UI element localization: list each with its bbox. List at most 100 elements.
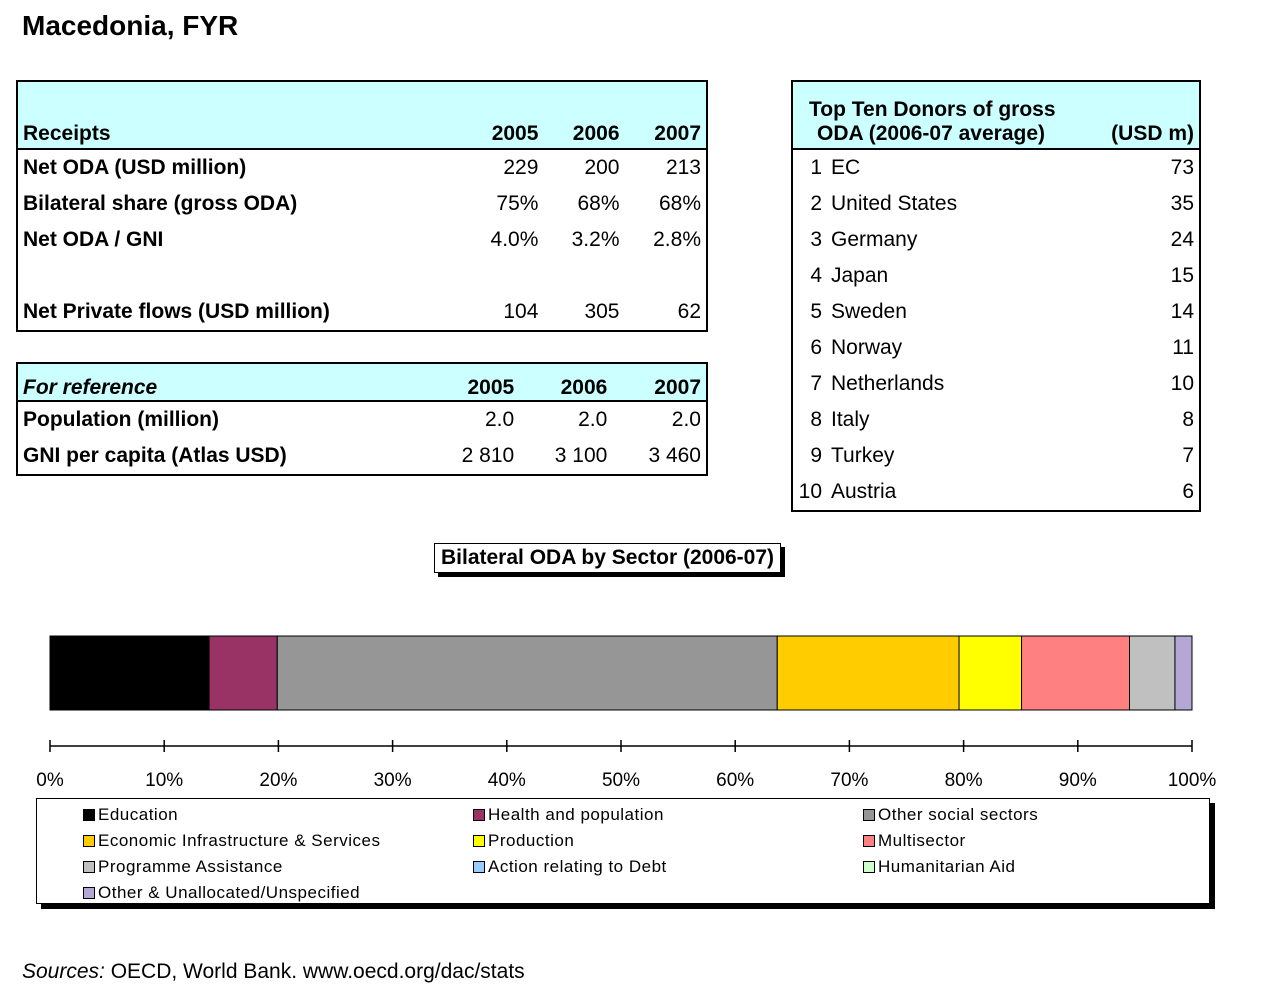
reference-header-label: For reference [17, 363, 427, 401]
donor-name: Japan [831, 264, 889, 287]
donors-header-line2: ODA (2006-07 average) [817, 122, 1046, 145]
reference-row: GNI per capita (Atlas USD) 2 810 3 100 3… [17, 438, 707, 475]
legend-swatch [83, 834, 95, 847]
x-axis-tick-label: 60% [716, 770, 754, 791]
x-axis-tick-label: 0% [36, 770, 64, 791]
receipts-row-label: Net ODA (USD million) [23, 156, 247, 179]
sources-note: Sources: OECD, World Bank. www.oecd.org/… [22, 960, 525, 984]
legend-swatch [83, 860, 95, 873]
reference-cell: 2.0 [671, 408, 701, 431]
x-axis-tick-label: 50% [602, 770, 640, 791]
donor-row: 4 Japan 15 [792, 258, 1200, 294]
page-title: Macedonia, FYR [22, 10, 239, 41]
donor-value: 24 [1170, 228, 1194, 251]
x-axis-tick-label: 70% [830, 770, 868, 791]
receipts-row: Net Private flows (USD million) 104 305 … [17, 294, 707, 331]
donor-rank: 6 [810, 336, 822, 359]
legend-label: Action relating to Debt [488, 857, 667, 876]
legend-swatch [863, 834, 875, 847]
legend-swatch [83, 886, 95, 899]
legend-item: Multisector [863, 829, 1253, 852]
x-axis-tick-label: 20% [259, 770, 297, 791]
bar-segment-economic-infrastructure-services [776, 635, 960, 711]
donor-rank: 9 [810, 444, 822, 467]
donor-value: 7 [1182, 444, 1194, 467]
legend-label: Health and population [488, 805, 664, 824]
donor-value: 8 [1182, 408, 1194, 431]
donor-row: 3 Germany 24 [792, 222, 1200, 258]
x-axis-tick-label: 80% [945, 770, 983, 791]
bar-segment-education [49, 635, 210, 711]
donor-name: Norway [831, 336, 903, 359]
receipts-header-2006: 2006 [543, 81, 625, 149]
bar-segment-other-social-sectors [276, 635, 778, 711]
donor-name: Austria [831, 480, 897, 503]
stacked-bar-chart: 0% 10% 20% 30% 40% 50% 60% 70% 80% 90% 100% [36, 635, 1216, 791]
bar-segment-production [958, 635, 1023, 711]
receipts-row: Bilateral share (gross ODA) 75% 68% 68% [17, 186, 707, 222]
receipts-row-label: Net Private flows (USD million) [23, 300, 330, 323]
legend-swatch [863, 860, 875, 873]
receipts-header-2005: 2005 [462, 81, 544, 149]
bar-segment-other-unallocated-unspecified [1174, 635, 1193, 711]
reference-row-label: Population (million) [23, 408, 219, 431]
donor-rank: 1 [810, 156, 822, 179]
donor-row: 7 Netherlands 10 [792, 366, 1200, 402]
donor-value: 11 [1172, 336, 1194, 359]
receipts-cell: 3.2% [571, 228, 620, 251]
donor-row: 8 Italy 8 [792, 402, 1200, 438]
donors-header-row: Top Ten Donors of gross ODA (2006-07 ave… [792, 81, 1200, 149]
bar-segment-programme-assistance [1129, 635, 1176, 711]
bar-segment-health-and-population [208, 635, 278, 711]
donor-rank: 2 [810, 192, 822, 215]
chart-legend: Education Health and population Other soci… [36, 798, 1210, 904]
legend-label: Other social sectors [878, 805, 1039, 824]
legend-label: Programme Assistance [98, 857, 283, 876]
donor-value: 35 [1170, 192, 1194, 215]
reference-cell: 2.0 [484, 408, 515, 431]
donor-name: Sweden [831, 300, 907, 323]
reference-cell: 2.0 [578, 408, 608, 431]
legend-label: Production [488, 831, 575, 850]
x-axis-tick-label: 10% [145, 770, 183, 791]
donor-value: 73 [1170, 156, 1194, 179]
donor-rank: 10 [798, 480, 822, 503]
receipts-cell: 305 [584, 300, 620, 323]
x-axis-tick-label: 90% [1059, 770, 1097, 791]
bar-segment-multisector [1021, 635, 1131, 711]
receipts-header-2007: 2007 [624, 81, 707, 149]
receipts-row-label [17, 258, 462, 294]
bar-frame [49, 635, 1193, 711]
receipts-cell [625, 258, 708, 294]
legend-item: Other & Unallocated/Unspecified [83, 881, 473, 904]
legend-swatch [473, 834, 485, 847]
donors-header-unit: (USD m) [1093, 81, 1200, 149]
reference-cell: 3 100 [554, 444, 608, 467]
receipts-header-label: Receipts [17, 81, 463, 149]
reference-table: For reference 2005 2006 2007 Population … [16, 362, 708, 476]
receipts-cell [462, 258, 543, 294]
legend-item: Production [473, 829, 863, 852]
donor-name: EC [831, 156, 861, 179]
legend-label: Economic Infrastructure & Services [98, 831, 381, 850]
receipts-cell: 229 [503, 156, 539, 179]
legend-label: Other & Unallocated/Unspecified [98, 883, 361, 902]
reference-cell: 2 810 [461, 444, 515, 467]
legend-item: Humanitarian Aid [863, 855, 1253, 878]
donor-name: Netherlands [831, 372, 945, 395]
x-axis-tick-label: 30% [374, 770, 412, 791]
reference-header-2005: 2005 [426, 363, 520, 401]
x-axis-tick-label: 40% [488, 770, 526, 791]
donor-rank: 5 [810, 300, 822, 323]
legend-item: Programme Assistance [83, 855, 473, 878]
legend-grid: Education Health and population Other soci… [37, 799, 1209, 904]
legend-item: Economic Infrastructure & Services [83, 829, 473, 852]
receipts-cell [543, 258, 624, 294]
sources-text: OECD, World Bank. www.oecd.org/dac/stats [104, 960, 525, 983]
donors-header-title: Top Ten Donors of gross ODA (2006-07 ave… [792, 81, 1094, 149]
legend-item: Action relating to Debt [473, 855, 863, 878]
legend-item: Health and population [473, 803, 863, 826]
receipts-cell: 200 [584, 156, 620, 179]
receipts-cell: 2.8% [653, 228, 701, 251]
donor-name: United States [831, 192, 958, 215]
